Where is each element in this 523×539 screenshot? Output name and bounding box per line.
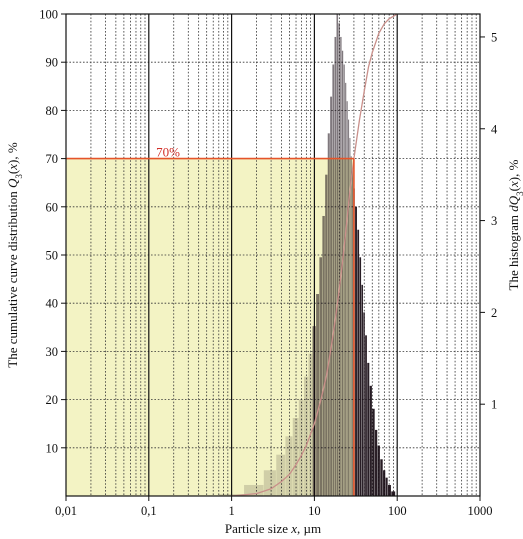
histogram-bar xyxy=(319,257,323,496)
y-left-tick-label: 30 xyxy=(46,345,59,359)
x-tick-label: 10 xyxy=(308,504,321,518)
histogram-bar xyxy=(355,206,357,497)
histogram-bar xyxy=(325,174,328,496)
histogram-bar xyxy=(303,376,309,496)
y-left-tick-label: 50 xyxy=(46,249,59,263)
y-left-tick-label: 80 xyxy=(46,104,59,118)
histogram-bar xyxy=(343,64,345,496)
histogram-bar xyxy=(375,429,378,496)
histogram-bar xyxy=(292,417,299,496)
histogram-bar xyxy=(352,170,353,497)
histogram-bar xyxy=(327,133,330,496)
histogram-bar xyxy=(367,362,370,496)
histogram-bar xyxy=(336,14,339,496)
cumulative-curve xyxy=(231,13,398,497)
histogram-bar xyxy=(363,312,365,496)
histogram-bar xyxy=(357,229,360,496)
histogram-bar xyxy=(308,353,313,496)
y-right-axis-title: The histogram dQ3(x), % xyxy=(506,159,523,290)
histogram-bar xyxy=(365,335,367,496)
histogram-bar xyxy=(369,385,372,496)
histogram-bar xyxy=(334,36,337,496)
histogram-bar xyxy=(330,96,333,496)
x-axis-title: Particle size x, µm xyxy=(225,521,321,536)
histogram-bar xyxy=(372,408,375,496)
histogram-bar xyxy=(276,454,286,496)
annotation-70-fill xyxy=(66,158,354,496)
annotation-70-label: 70% xyxy=(156,145,180,160)
y-left-tick-label: 60 xyxy=(46,200,59,214)
histogram-bar xyxy=(332,64,335,496)
histogram-bar xyxy=(285,436,293,496)
histogram-bar xyxy=(340,36,342,496)
x-tick-label: 1000 xyxy=(468,504,493,518)
histogram-bar xyxy=(316,294,320,496)
histogram-bar xyxy=(385,477,388,496)
histogram-bar xyxy=(388,484,391,496)
histogram-bar xyxy=(391,491,396,496)
y-left-axis-title: The cumulative curve distribution Q3(x),… xyxy=(5,142,24,368)
y-left-tick-label: 100 xyxy=(39,8,58,22)
y-left-tick-label: 70 xyxy=(46,152,59,166)
x-tick-label: 0,01 xyxy=(55,504,77,518)
y-right-tick-label: 4 xyxy=(491,122,498,136)
histogram-bar xyxy=(345,82,347,496)
histogram-bar xyxy=(338,23,340,497)
y-left-tick-label: 10 xyxy=(46,441,59,455)
histogram-bar xyxy=(244,484,264,496)
y-right-tick-label: 2 xyxy=(491,306,497,320)
histogram-bar xyxy=(312,326,316,496)
histogram-bar xyxy=(298,399,304,496)
y-right-tick-label: 3 xyxy=(491,214,497,228)
y-right-tick-label: 1 xyxy=(491,398,497,412)
histogram-bar xyxy=(346,101,348,496)
histogram-bar xyxy=(350,156,352,497)
histogram-bar xyxy=(377,445,380,496)
y-left-tick-label: 20 xyxy=(46,393,59,407)
histogram-bar xyxy=(341,50,344,496)
histogram-bar xyxy=(361,284,363,496)
histogram-bar xyxy=(263,470,276,496)
histogram-bar xyxy=(322,215,325,496)
histogram-bar xyxy=(348,119,350,496)
x-tick-label: 0,1 xyxy=(141,504,157,518)
y-left-tick-label: 40 xyxy=(46,297,59,311)
histogram-bar xyxy=(359,257,362,496)
y-right-tick-label: 5 xyxy=(491,30,497,44)
histogram-bar xyxy=(383,470,386,496)
x-tick-label: 100 xyxy=(388,504,407,518)
histogram-bar xyxy=(219,494,244,496)
y-left-tick-label: 90 xyxy=(46,56,59,70)
histogram-bar xyxy=(349,137,351,496)
x-tick-label: 1 xyxy=(228,504,234,518)
histogram-bar xyxy=(380,459,383,496)
